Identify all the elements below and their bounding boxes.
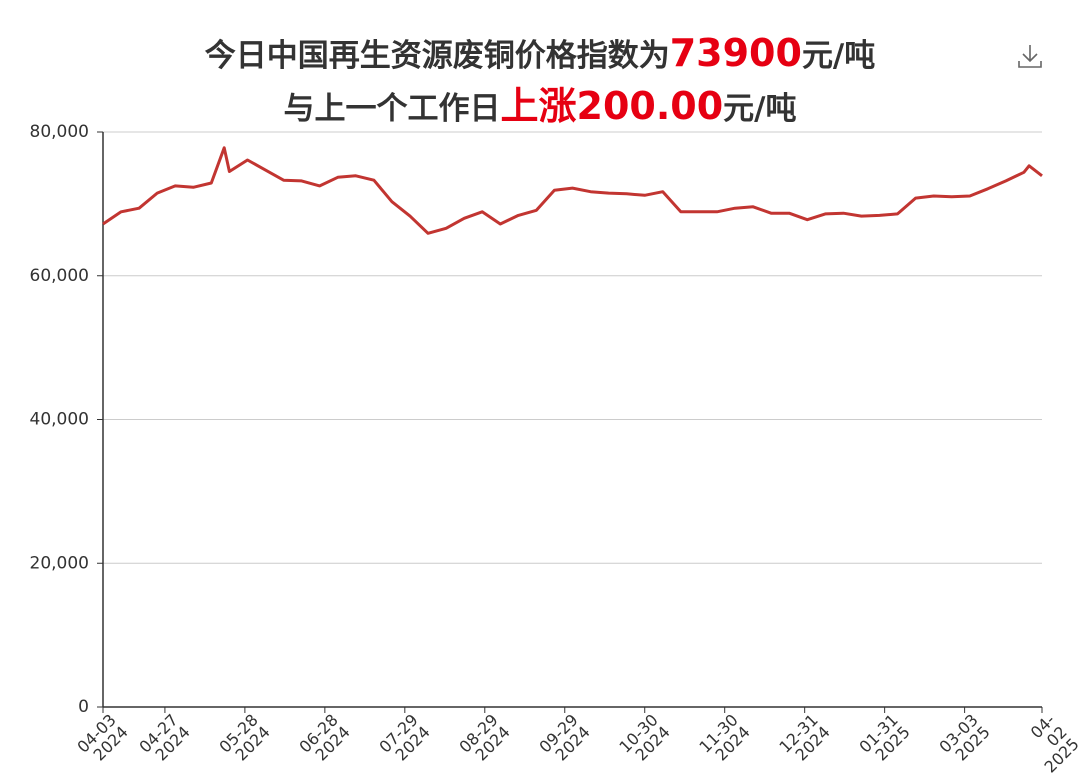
- y-tick-label: 40,000: [30, 410, 89, 430]
- title-text: 元/吨: [801, 38, 876, 74]
- y-tick-label: 60,000: [30, 266, 89, 286]
- chart-title: 今日中国再生资源废铜价格指数为73900元/吨: [0, 30, 1080, 75]
- title-text: 今日中国再生资源废铜价格指数为: [204, 38, 670, 74]
- subtitle-highlight: 上涨200.00: [500, 84, 724, 128]
- y-tick-label: 0: [78, 697, 89, 717]
- subtitle-text: 元/吨: [723, 91, 797, 127]
- line: [102, 146, 1043, 235]
- y-tick-label: 20,000: [30, 553, 89, 573]
- download-button[interactable]: [1016, 42, 1044, 70]
- y-tick-label: 80,000: [30, 122, 89, 142]
- title-highlight: 73900: [669, 31, 802, 75]
- chart-subtitle: 与上一个工作日上涨200.00元/吨: [0, 75, 1080, 130]
- subtitle-text: 与上一个工作日: [283, 91, 501, 127]
